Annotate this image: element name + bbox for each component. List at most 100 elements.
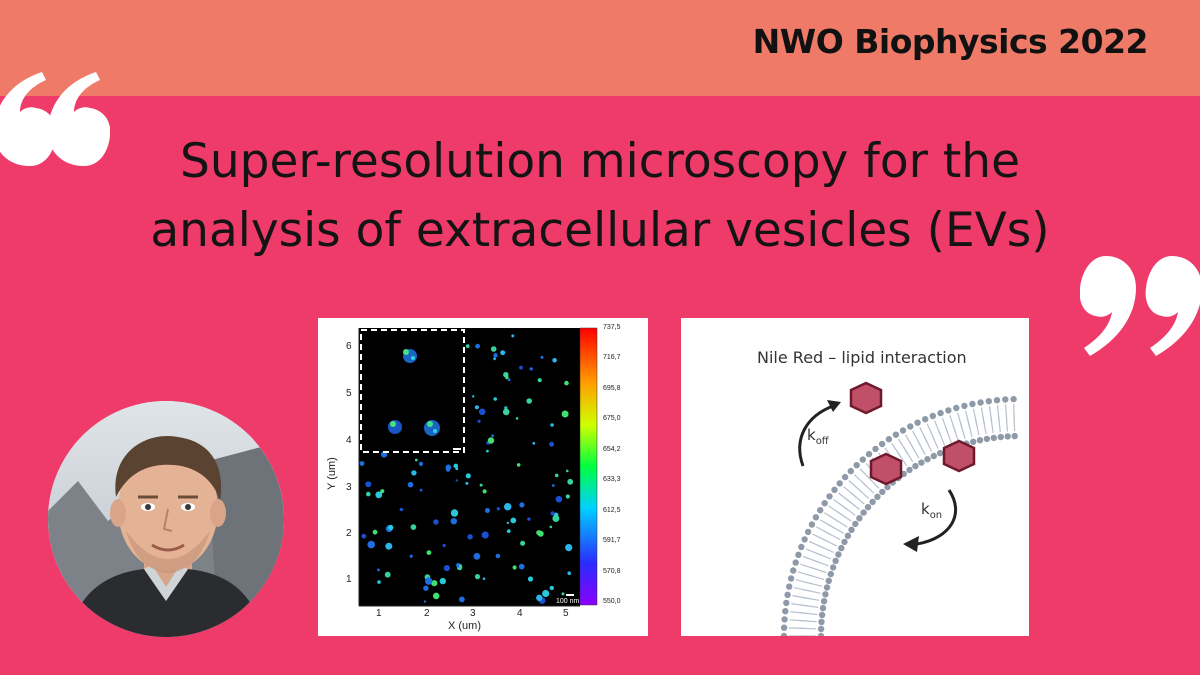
localization-spot xyxy=(385,542,393,550)
localization-spot xyxy=(491,434,494,438)
lipid-head xyxy=(864,504,872,511)
lipid-head xyxy=(1011,432,1018,440)
localization-spot xyxy=(552,358,557,363)
localization-spot xyxy=(507,378,511,382)
lipid-head xyxy=(847,467,854,475)
localization-spot xyxy=(465,473,471,479)
y-tick: 2 xyxy=(346,528,352,539)
localization-spot xyxy=(519,365,523,370)
localization-spot xyxy=(542,589,550,598)
localization-spot xyxy=(567,478,574,485)
localization-spot xyxy=(439,577,446,585)
localization-spot xyxy=(493,357,496,361)
localization-spot xyxy=(475,343,480,349)
colorbar-tick: 675,0 xyxy=(603,415,621,422)
lipid-head xyxy=(801,536,808,543)
lipid-head xyxy=(899,427,907,434)
k-off-arrow-icon xyxy=(798,404,834,467)
lipid-head xyxy=(844,532,852,539)
localization-spot xyxy=(366,491,371,497)
localization-spot xyxy=(482,489,487,494)
localization-spot xyxy=(506,521,510,525)
lipid-head xyxy=(780,624,788,631)
localization-spot xyxy=(567,571,571,575)
localization-spot xyxy=(504,406,508,410)
header-bar: NWO Biophysics 2022 xyxy=(0,0,1200,96)
localization-spot xyxy=(526,398,532,404)
localization-spot xyxy=(377,568,380,572)
inset-box xyxy=(360,329,465,453)
lipid-head xyxy=(885,436,893,443)
diagram-title: Nile Red – lipid interaction xyxy=(757,348,967,367)
lipid-head xyxy=(792,559,799,566)
localization-spot xyxy=(511,334,515,338)
colorbar-tick: 695,8 xyxy=(603,385,621,392)
y-tick: 5 xyxy=(346,388,352,399)
lipid-head xyxy=(865,450,873,458)
lipid-head xyxy=(993,397,1001,404)
lipid-head xyxy=(818,618,825,626)
lipid-head xyxy=(976,437,984,444)
lipid-head xyxy=(924,456,931,463)
k-on-arrow-icon xyxy=(916,489,958,546)
membrane-diagram xyxy=(780,381,1018,636)
x-tick: 4 xyxy=(517,608,523,619)
localization-spot xyxy=(359,461,365,466)
lipid-head xyxy=(787,575,795,582)
colorbar-tick: 570,8 xyxy=(603,568,621,575)
colorbar-tick: 612,5 xyxy=(603,507,621,514)
lipid-head xyxy=(798,543,805,551)
localization-spot xyxy=(482,577,486,580)
localization-spot xyxy=(566,469,569,473)
lipid-head xyxy=(786,583,793,590)
localization-spot xyxy=(502,408,510,416)
localization-spot xyxy=(380,489,385,494)
localization-spot xyxy=(478,408,486,416)
lipid-head xyxy=(985,398,992,405)
localization-spot xyxy=(555,495,563,503)
lipid-head xyxy=(822,591,829,598)
localization-spot xyxy=(372,529,378,535)
localization-spot xyxy=(423,600,427,603)
localization-spot xyxy=(549,441,555,447)
lipid-head xyxy=(831,486,838,493)
lipid-head xyxy=(836,480,843,487)
lipid-head xyxy=(827,570,834,578)
lipid-head xyxy=(832,557,839,565)
lipid-head xyxy=(906,466,913,474)
lipid-head xyxy=(826,493,833,500)
colorbar-tick: 550,0 xyxy=(603,598,621,605)
localization-spot xyxy=(496,507,500,511)
lipid-head xyxy=(859,456,866,463)
localization-spot xyxy=(474,574,481,580)
localization-spot xyxy=(432,592,440,600)
lipid-head xyxy=(835,551,842,558)
localization-spot xyxy=(564,380,569,386)
colorbar-tick: 591,7 xyxy=(603,537,621,544)
x-axis-label: X (um) xyxy=(448,620,481,632)
colorbar-tick: 737,5 xyxy=(603,324,621,331)
lipid-head xyxy=(977,399,984,406)
localization-spot xyxy=(414,458,418,462)
lipid-head xyxy=(1004,433,1011,440)
lipid-head xyxy=(884,483,891,491)
localization-spot xyxy=(411,470,417,476)
localization-spot xyxy=(519,502,525,508)
lipid-head xyxy=(795,551,802,558)
localization-spot xyxy=(481,531,489,539)
lipid-head xyxy=(872,445,879,453)
localization-spot xyxy=(453,463,459,469)
localization-spot xyxy=(442,543,446,548)
localization-spot xyxy=(515,417,519,420)
y-axis-label: Y (um) xyxy=(326,457,338,490)
x-tick: 3 xyxy=(470,608,476,619)
lipid-head xyxy=(821,500,828,507)
lipid-head xyxy=(907,423,914,430)
open-quote-icon xyxy=(0,72,110,166)
speaker-portrait xyxy=(48,401,284,637)
x-tick: 2 xyxy=(424,608,430,619)
localization-spot xyxy=(565,494,570,499)
k-on-label: kon xyxy=(921,500,943,521)
localization-spot xyxy=(537,530,544,537)
